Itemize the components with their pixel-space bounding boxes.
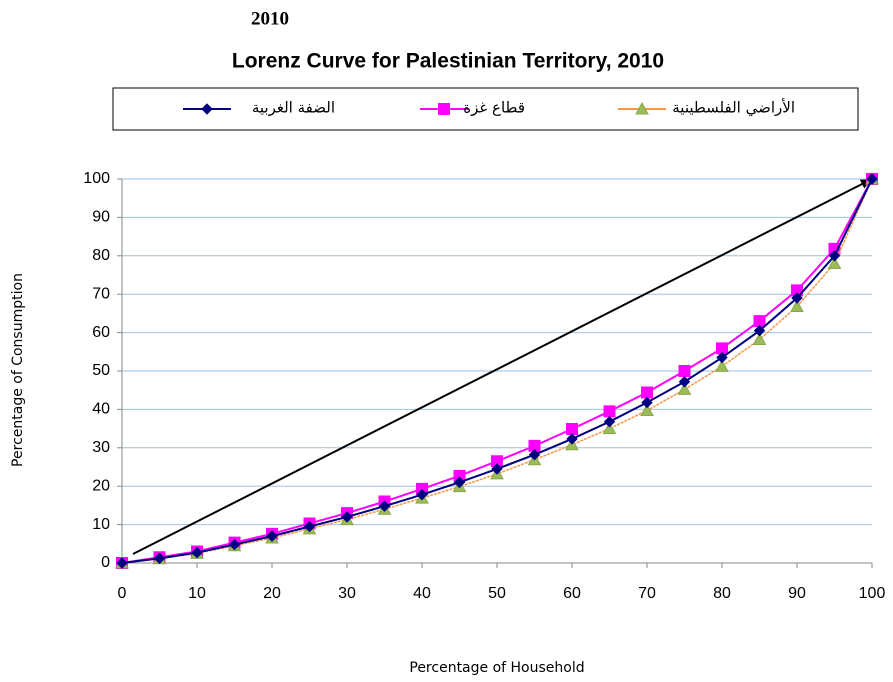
marker [266, 530, 278, 542]
marker [791, 292, 803, 304]
marker [438, 103, 450, 115]
marker [453, 476, 466, 489]
marker [641, 386, 653, 399]
marker [866, 173, 878, 185]
x-tick-label: 80 [713, 585, 731, 602]
x-tick-label: 90 [788, 585, 806, 602]
marker [677, 382, 692, 395]
marker [753, 324, 766, 337]
marker [716, 351, 728, 364]
marker [153, 552, 166, 565]
marker [827, 256, 842, 269]
marker [416, 482, 428, 495]
marker [791, 284, 803, 297]
marker [303, 520, 316, 533]
y-tick-label: 40 [92, 401, 110, 418]
marker [640, 403, 654, 417]
x-tick-label: 20 [263, 585, 281, 602]
y-tick-label: 80 [92, 247, 110, 264]
legend-label: الأراضي الفلسطينية [672, 98, 795, 118]
marker [828, 250, 841, 262]
marker [116, 557, 128, 569]
marker [566, 433, 578, 445]
marker [641, 396, 653, 409]
y-tick-label: 0 [101, 554, 110, 571]
marker [528, 449, 541, 461]
y-tick-label: 10 [92, 516, 110, 533]
marker [678, 376, 691, 388]
x-axis-label: Percentage of Household [409, 660, 584, 676]
y-tick-label: 30 [92, 439, 110, 456]
marker [752, 332, 767, 346]
y-tick-label: 60 [92, 324, 110, 341]
x-tick-label: 100 [859, 585, 886, 602]
marker [603, 405, 616, 418]
x-tick-label: 70 [638, 585, 656, 602]
marker [602, 421, 617, 435]
marker [416, 488, 428, 501]
marker [715, 359, 729, 372]
legend-label: قطاع غزة [463, 99, 525, 117]
marker [491, 463, 503, 475]
y-tick-label: 90 [92, 209, 110, 226]
x-tick-label: 40 [413, 585, 431, 602]
marker [201, 103, 213, 115]
chart-title: Lorenz Curve for Palestinian Territory, … [232, 50, 664, 73]
marker [635, 101, 649, 115]
x-tick-label: 10 [188, 585, 206, 602]
y-tick-label: 50 [92, 362, 110, 379]
y-axis-label: Percentage of Consumption [10, 273, 26, 467]
x-tick-label: 60 [563, 585, 581, 602]
marker [678, 365, 691, 377]
marker [341, 511, 353, 523]
marker [753, 315, 766, 328]
marker [191, 546, 203, 559]
marker [566, 422, 578, 435]
legend-label: الضفة الغربية [252, 99, 335, 117]
equality-line [132, 179, 871, 555]
x-tick-label: 0 [118, 585, 127, 602]
y-tick-label: 100 [83, 170, 110, 187]
y-tick-label: 70 [92, 285, 110, 302]
marker [228, 538, 241, 551]
marker [603, 415, 616, 428]
marker [378, 500, 391, 512]
supertitle: 2010 [251, 8, 289, 29]
marker [790, 299, 804, 312]
x-tick-label: 50 [488, 585, 506, 602]
y-tick-label: 20 [92, 477, 110, 494]
legend-box [112, 87, 859, 131]
x-tick-label: 30 [338, 585, 356, 602]
